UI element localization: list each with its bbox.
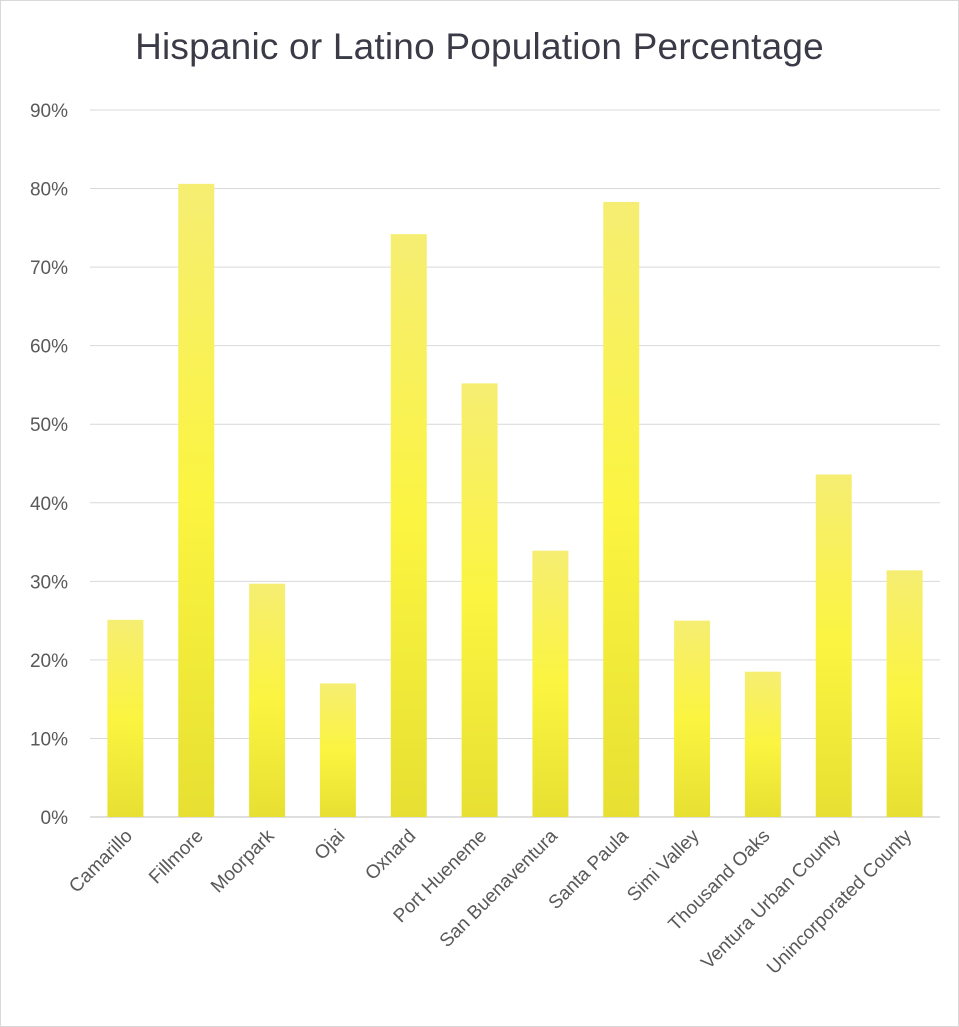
y-tick-label: 20% [30,651,68,672]
y-tick-label: 60% [30,337,68,358]
bar-unincorporated-county [886,570,923,817]
bar-simi-valley [674,620,711,817]
x-tick-label: San Buenaventura [436,825,562,951]
bars [107,183,923,817]
x-tick-label: Moorpark [207,825,279,897]
y-tick-label: 50% [30,415,68,436]
y-axis-ticks: 0% 10% 20% 30% 40% 50% 60% 70% 80% 90% [30,101,68,829]
bar-fillmore [178,183,215,817]
bar-san-buenaventura [532,550,569,817]
y-tick-label: 40% [30,494,68,515]
x-tick-label: Fillmore [145,826,208,889]
bar-oxnard [390,234,427,817]
y-tick-label: 70% [30,258,68,279]
y-tick-label: 90% [30,101,68,122]
bar-santa-paula [603,201,640,817]
bar-ventura-urban-county [815,474,852,817]
chart-title: Hispanic or Latino Population Percentage [135,26,824,67]
gridlines [90,109,940,818]
y-tick-label: 0% [41,808,69,829]
bar-port-hueneme [461,383,498,817]
x-tick-label: Oxnard [361,826,420,885]
bar-camarillo [107,619,144,817]
x-tick-label: Camarillo [65,826,137,898]
bar-ojai [319,683,356,817]
x-tick-label: Unincorporated County [763,825,916,978]
y-tick-label: 80% [30,180,68,201]
x-axis-ticks: Camarillo Fillmore Moorpark Ojai OxnardPort … [65,825,916,978]
bar-thousand-oaks [744,671,781,817]
bar-moorpark [249,583,286,817]
y-tick-label: 30% [30,572,68,593]
y-tick-label: 10% [30,729,68,750]
x-tick-label: Ventura Urban County [697,825,845,973]
x-tick-label: Ojai [311,826,350,865]
